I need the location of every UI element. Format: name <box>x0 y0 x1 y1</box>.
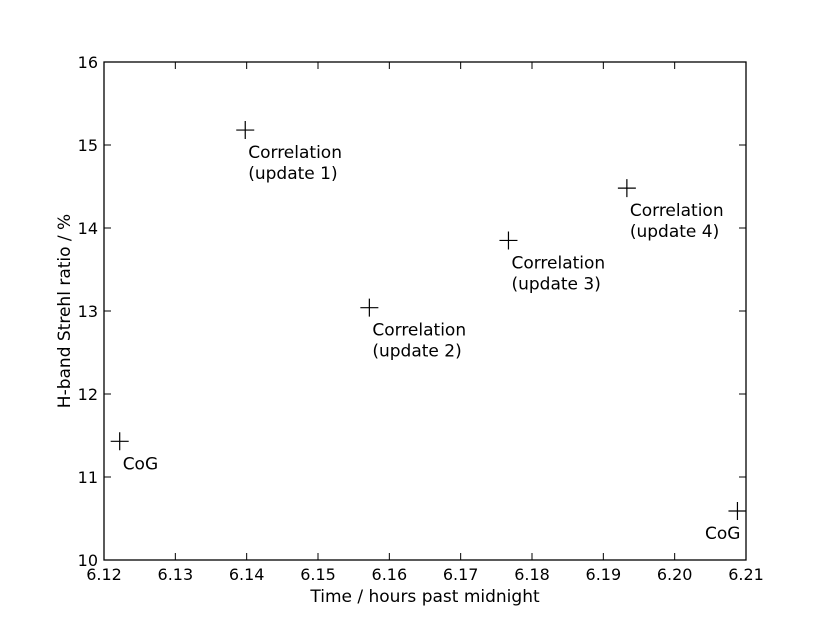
plus-marker <box>617 179 636 198</box>
x-tick-label: 6.12 <box>86 565 122 584</box>
data-point: Correlation (update 4) <box>617 179 724 242</box>
data-point: Correlation (update 1) <box>236 121 342 184</box>
point-label: Correlation (update 1) <box>248 143 342 184</box>
point-label: Correlation (update 3) <box>511 253 605 294</box>
data-points: CoG Correlation (update 1) Correlation (upda… <box>110 121 747 544</box>
y-tick-label: 10 <box>78 551 98 570</box>
plus-marker <box>110 432 129 451</box>
data-point: CoG <box>705 502 747 544</box>
x-tick-label: 6.19 <box>586 565 622 584</box>
x-axis-label: Time / hours past midnight <box>309 587 540 607</box>
plus-marker <box>499 231 518 250</box>
plus-marker <box>236 121 255 140</box>
plus-marker <box>360 298 379 317</box>
data-point: Correlation (update 3) <box>499 231 605 294</box>
plot-area <box>103 61 747 561</box>
data-point: Correlation (update 2) <box>360 298 466 362</box>
data-point: CoG <box>110 432 158 474</box>
x-tick-label: 6.18 <box>514 565 550 584</box>
x-tick-label: 6.16 <box>372 565 408 584</box>
point-label: CoG <box>123 454 158 474</box>
y-tick-label: 13 <box>78 302 98 321</box>
x-tick-label: 6.13 <box>158 565 194 584</box>
y-tick-label: 15 <box>78 136 98 155</box>
y-tick-label: 16 <box>78 53 98 72</box>
x-tick-label: 6.20 <box>657 565 693 584</box>
y-tick-label: 14 <box>78 219 98 238</box>
y-tick-label: 12 <box>78 385 98 404</box>
plus-marker <box>728 502 747 521</box>
point-label: Correlation (update 4) <box>630 201 724 242</box>
y-axis-label: H-band Strehl ratio / % <box>55 214 75 408</box>
x-tick-label: 6.21 <box>728 565 764 584</box>
axis-ticks: 6.12 6.13 6.14 6.15 6.16 6.17 6.18 6.19 6.20 6.21… <box>78 53 764 584</box>
x-tick-label: 6.14 <box>229 565 265 584</box>
x-tick-label: 6.15 <box>300 565 336 584</box>
y-tick-label: 11 <box>78 468 98 487</box>
point-label: Correlation (update 2) <box>372 321 466 362</box>
x-tick-label: 6.17 <box>443 565 479 584</box>
point-label: CoG <box>705 524 740 544</box>
